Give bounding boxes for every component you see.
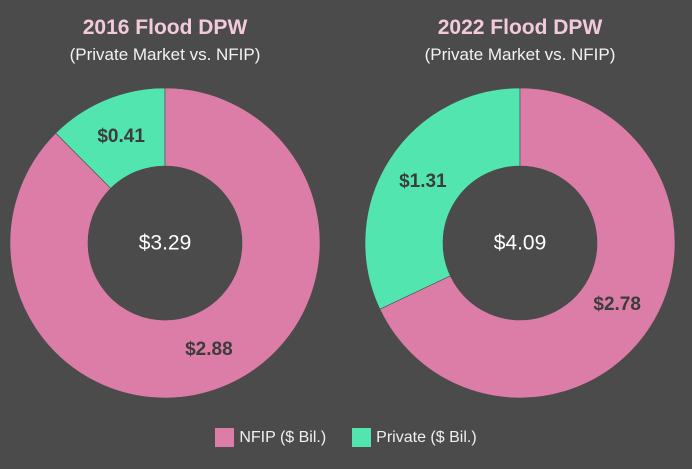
legend-swatch-nfip — [215, 428, 235, 447]
slice-label-private: $1.31 — [399, 171, 447, 192]
center-total-label: $4.09 — [494, 232, 547, 255]
chart-legend: NFIP ($ Bil.) Private ($ Bil.) — [0, 428, 692, 447]
donut-hole — [443, 166, 597, 320]
donut-hole — [88, 166, 242, 320]
legend-label-private: Private ($ Bil.) — [376, 428, 477, 446]
slice-label-nfip: $2.78 — [593, 294, 641, 315]
chart-title-2022: 2022 Flood DPW — [437, 16, 603, 39]
slice-label-nfip: $2.88 — [185, 339, 233, 360]
legend-item-private: Private ($ Bil.) — [352, 428, 477, 447]
chart-title-2016: 2016 Flood DPW — [82, 16, 248, 39]
chart-subtitle-2016: (Private Market vs. NFIP) — [69, 45, 261, 64]
legend-swatch-private — [352, 428, 372, 447]
slice-label-private: $0.41 — [97, 126, 145, 147]
legend-label-nfip: NFIP ($ Bil.) — [239, 428, 327, 446]
chart-subtitle-2022: (Private Market vs. NFIP) — [424, 45, 616, 64]
center-total-label: $3.29 — [139, 232, 192, 255]
legend-item-nfip: NFIP ($ Bil.) — [215, 428, 326, 447]
